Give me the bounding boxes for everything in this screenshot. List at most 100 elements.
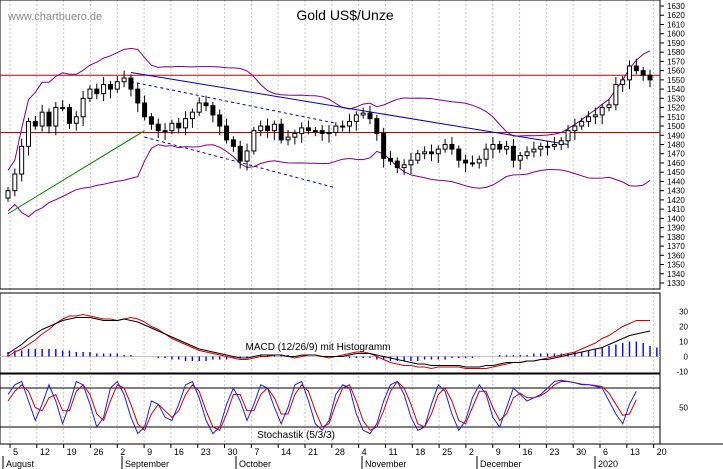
macd-plot — [0, 313, 660, 370]
price-tick-label: 1430 — [667, 187, 685, 196]
candle-body — [428, 151, 434, 155]
price-tick-label: 1520 — [667, 104, 685, 113]
candle-body — [408, 159, 414, 166]
candle-body — [299, 127, 305, 134]
candle-body — [360, 112, 366, 116]
candle-body — [94, 88, 100, 95]
chart-title: Gold US$/Unze — [296, 7, 393, 23]
price-tick-label: 1470 — [667, 150, 685, 159]
month-label: December — [480, 459, 522, 469]
candle-body — [633, 65, 639, 72]
candle-body — [265, 125, 271, 132]
day-tick-label: 26 — [93, 447, 103, 457]
candle-body — [230, 139, 236, 147]
candle-body — [135, 88, 141, 104]
month-label: September — [125, 459, 169, 469]
day-tick-label: 14 — [281, 447, 291, 457]
day-tick-label: 18 — [415, 447, 425, 457]
month-label: August — [6, 459, 35, 469]
candle-body — [469, 162, 475, 165]
bollinger-upper-band — [7, 47, 651, 171]
candle-body — [60, 107, 66, 110]
candle-body — [306, 127, 312, 132]
candle-body — [435, 148, 441, 155]
candle-body — [599, 107, 605, 116]
candle-body — [340, 125, 346, 128]
stochastic-tick-label: 50 — [679, 404, 688, 413]
candle-body — [285, 136, 291, 141]
candle-body — [353, 114, 359, 122]
candle-body — [367, 112, 373, 120]
candle-body — [463, 159, 469, 164]
day-tick-label: 12 — [40, 447, 50, 457]
candle-body — [346, 120, 352, 127]
candle-body — [504, 145, 510, 150]
day-tick-label: 2 — [469, 447, 474, 457]
candle-body — [422, 151, 428, 155]
candle-body — [647, 74, 653, 81]
stochastic-label: Stochastik (5/3/3) — [257, 430, 335, 441]
stochastic-d-line — [7, 380, 637, 432]
price-tick-label: 1530 — [667, 94, 685, 103]
day-tick-label: 4 — [362, 447, 367, 457]
candles — [5, 58, 653, 202]
stochastic-k-line — [7, 379, 637, 435]
candle-body — [558, 140, 564, 146]
price-tick-label: 1360 — [667, 251, 685, 260]
candle-body — [292, 132, 298, 138]
candle-body — [142, 102, 148, 118]
candle-body — [565, 130, 571, 142]
candle-body — [606, 104, 612, 109]
candle-body — [326, 131, 332, 134]
candle-body — [592, 114, 598, 118]
price-tick-label: 1550 — [667, 76, 685, 85]
candle-body — [627, 65, 633, 81]
candle-body — [19, 145, 25, 175]
price-tick-label: 1510 — [667, 113, 685, 122]
candle-body — [510, 145, 516, 161]
day-tick-label: 2 — [120, 447, 125, 457]
macd-tick-label: 10 — [679, 338, 688, 347]
candle-body — [497, 144, 503, 150]
candle-body — [579, 120, 585, 127]
price-overlays — [0, 47, 660, 218]
day-tick-label: 6 — [603, 447, 608, 457]
stochastic-plot — [0, 379, 660, 435]
candle-body — [66, 107, 72, 124]
price-tick-label: 1440 — [667, 177, 685, 186]
downtrend-line — [130, 71, 569, 145]
candle-body — [387, 157, 393, 162]
candle-body — [490, 144, 496, 150]
price-tick-label: 1620 — [667, 11, 685, 20]
candle-body — [613, 83, 619, 106]
candle-body — [551, 144, 557, 147]
day-tick-label: 9 — [147, 447, 152, 457]
candle-body — [203, 102, 209, 107]
price-tick-label: 1350 — [667, 261, 685, 270]
day-tick-label: 23 — [549, 447, 559, 457]
candle-body — [517, 155, 523, 161]
candle-body — [278, 123, 284, 141]
candle-body — [244, 150, 250, 162]
candle-body — [12, 173, 18, 192]
macd-label: MACD (12/26/9) mit Histogramm — [245, 342, 390, 353]
candle-body — [217, 114, 223, 127]
candle-body — [545, 145, 551, 148]
price-tick-label: 1400 — [667, 214, 685, 223]
candle-body — [73, 116, 79, 124]
macd-line — [7, 317, 651, 368]
macd-tick-label: 20 — [679, 323, 688, 332]
day-tick-label: 19 — [67, 447, 77, 457]
month-label: 2020 — [598, 459, 618, 469]
price-tick-label: 1420 — [667, 196, 685, 205]
time-axis: 5 12 19 26 2 9 16 23 30 7 14 21 28 4 11 18 25 2 9 16 23 30 6 13… — [0, 443, 723, 469]
candle-body — [196, 102, 202, 113]
candle-body — [381, 132, 387, 159]
candle-body — [394, 160, 400, 169]
candle-body — [333, 125, 339, 133]
site-watermark: www.chartbuero.de — [7, 11, 102, 23]
candle-body — [148, 116, 154, 125]
macd-tick-label: 0 — [684, 353, 689, 362]
price-tick-label: 1410 — [667, 205, 685, 214]
candle-body — [538, 145, 544, 150]
